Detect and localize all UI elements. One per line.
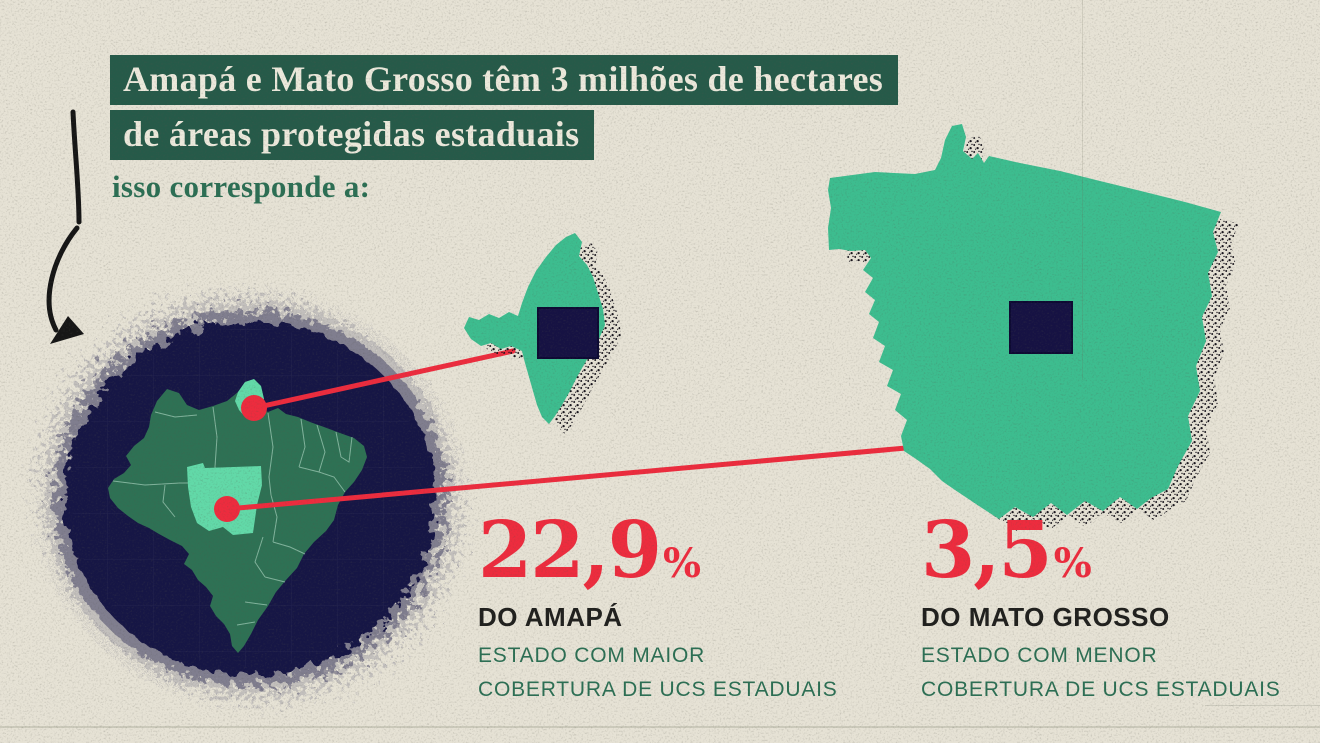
headline-line-2: de áreas protegidas estaduais — [110, 110, 595, 160]
stat-mato-grosso-value: 3,5% — [921, 512, 1281, 590]
amapa-marker-dot — [241, 395, 267, 421]
mato-grosso-protected-area-square — [1009, 301, 1073, 354]
stat-mato-grosso: 3,5% DO MATO GROSSO ESTADO COM MENOR COBE… — [921, 512, 1281, 707]
paper-crease-vertical — [1082, 0, 1083, 380]
headline-line-1: Amapá e Mato Grosso têm 3 milhões de hec… — [110, 55, 899, 105]
stat-mato-grosso-number: 3,5 — [921, 505, 1053, 596]
stat-amapa-number: 22,9 — [478, 505, 662, 596]
stat-amapa-desc-line2: COBERTURA DE UCS ESTADUAIS — [478, 678, 838, 702]
stat-amapa-label: DO AMAPÁ — [478, 602, 623, 632]
stat-mato-grosso-desc-line1: ESTADO COM MENOR — [921, 644, 1158, 667]
subtitle: isso corresponde a: — [112, 169, 371, 204]
amapa-state-shape — [464, 233, 621, 434]
stat-amapa: 22,9% DO AMAPÁ ESTADO COM MAIOR COBERTURA… — [478, 512, 838, 707]
mato-grosso-marker-dot — [214, 496, 240, 522]
stat-amapa-desc-line1: ESTADO COM MAIOR — [478, 644, 706, 667]
stat-amapa-percent-sign: % — [662, 540, 701, 587]
stat-mato-grosso-desc-line2: COBERTURA DE UCS ESTADUAIS — [921, 678, 1281, 702]
stat-mato-grosso-label: DO MATO GROSSO — [921, 602, 1170, 632]
stat-mato-grosso-description: ESTADO COM MENOR COBERTURA DE UCS ESTADUA… — [921, 639, 1281, 707]
stat-amapa-value: 22,9% — [478, 512, 838, 590]
mato-grosso-state-shape — [828, 124, 1239, 531]
paper-crease-horizontal-short — [1205, 705, 1320, 706]
stat-amapa-description: ESTADO COM MAIOR COBERTURA DE UCS ESTADUA… — [478, 639, 838, 707]
stat-mato-grosso-percent-sign: % — [1053, 540, 1092, 587]
hand-drawn-arrow-icon — [46, 109, 84, 344]
paper-crease-horizontal — [0, 726, 1320, 728]
amapa-protected-area-square — [537, 307, 599, 359]
